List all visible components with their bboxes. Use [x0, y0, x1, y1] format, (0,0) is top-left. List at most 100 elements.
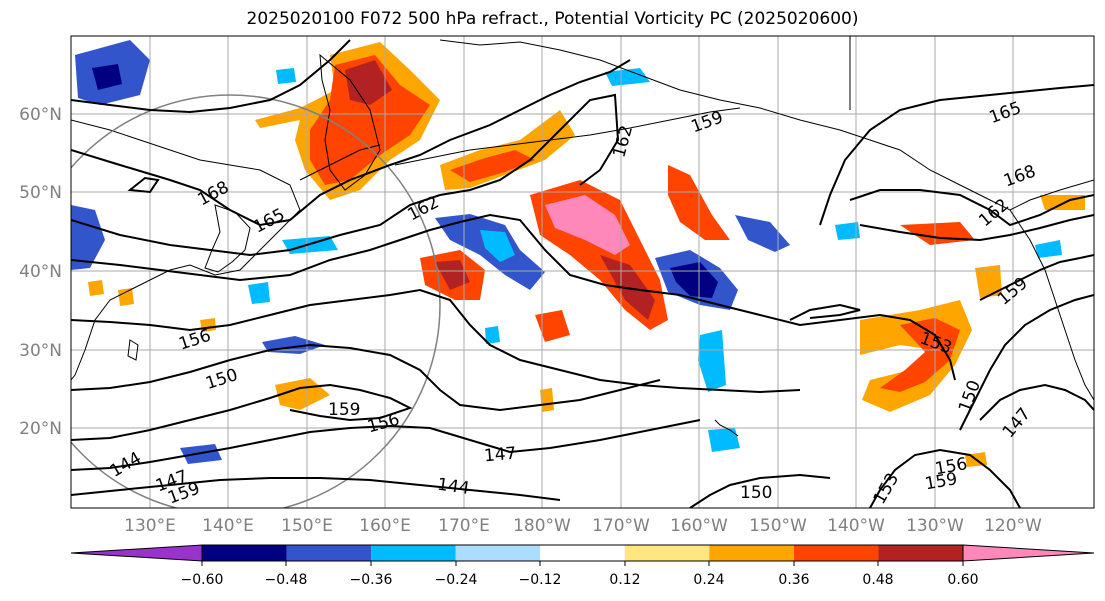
colorbar-tick-label: −0.60	[181, 572, 224, 588]
contour-line	[71, 383, 413, 441]
na-west-coast	[1009, 209, 1094, 401]
pv-negative-area	[735, 215, 790, 252]
lon-label: 150°W	[749, 516, 807, 536]
map-background	[71, 36, 1094, 508]
contour-line	[127, 176, 160, 194]
lon-label: 140°W	[827, 516, 885, 536]
colorbar-ticks	[201, 561, 964, 566]
pv-negative-light	[1035, 240, 1062, 258]
contour-line	[959, 294, 1094, 431]
lat-label: 40°N	[19, 262, 62, 282]
contour-line	[71, 213, 956, 381]
lon-label: 140°E	[202, 516, 254, 536]
pv-positive-area	[535, 310, 570, 342]
pv-positive-area	[118, 288, 134, 306]
colorbar-segment	[709, 545, 794, 561]
colorbar-extend-high	[962, 544, 1095, 562]
lon-label: 160°E	[359, 516, 411, 536]
colorbar-tick-labels: −0.60 −0.48 −0.36 −0.24 −0.12 0.12 0.24 …	[181, 572, 979, 588]
kuril-islands	[299, 144, 381, 181]
contour-line	[849, 189, 1094, 227]
pv-positive-area	[310, 55, 430, 185]
contour-line	[979, 383, 1094, 421]
pv-positive-core	[435, 260, 470, 290]
colorbar-tick-label: 0.60	[947, 572, 978, 588]
pv-negative-light	[248, 282, 270, 304]
colorbar-tick-label: −0.24	[435, 572, 478, 588]
colorbar-tick-label: −0.36	[350, 572, 393, 588]
colorbar-tick-label: −0.12	[519, 572, 562, 588]
lon-label: 150°E	[281, 516, 333, 536]
contour-line	[689, 473, 831, 508]
pv-negative-light	[276, 68, 296, 84]
contour-line	[71, 419, 701, 471]
lat-label: 50°N	[19, 183, 62, 203]
latitude-labels: 60°N 50°N 40°N 30°N 20°N	[19, 105, 62, 439]
pv-negative-light	[698, 330, 726, 392]
refractivity-contours	[71, 39, 1094, 508]
longitude-labels: 130°E 140°E 150°E 160°E 170°E 180°W 170°…	[124, 516, 1042, 536]
pv-positive-area	[975, 265, 1002, 298]
pv-negative-light	[485, 326, 500, 344]
lat-label: 60°N	[19, 105, 62, 125]
contour-line	[819, 84, 1094, 226]
pv-positive-area	[88, 280, 104, 296]
aleutians	[394, 107, 741, 166]
colorbar-tick-label: 0.12	[609, 572, 640, 588]
colorbar-border	[201, 544, 964, 562]
colorbar-segment	[793, 545, 879, 561]
japan	[204, 204, 251, 273]
colorbar-segment	[878, 545, 963, 561]
taiwan	[127, 339, 139, 361]
contour-line	[979, 254, 1094, 301]
pv-negative-light	[708, 428, 740, 452]
pv-negative-core	[92, 64, 122, 90]
pv-negative-area	[71, 205, 105, 270]
contour-label: 144	[436, 475, 471, 499]
lon-label: 170°W	[592, 516, 650, 536]
pv-negative-core	[480, 230, 515, 262]
alaska-coast	[559, 49, 1094, 211]
contour-line	[71, 343, 661, 412]
lon-label: 130°E	[124, 516, 176, 536]
colorbar-tick-label: 0.48	[862, 572, 893, 588]
colorbar-tick-label: 0.36	[778, 572, 809, 588]
colorbar-segment	[540, 545, 625, 561]
lon-label: 170°E	[438, 516, 490, 536]
contour-line	[71, 288, 801, 394]
colorbar-segment	[455, 545, 541, 561]
colorbar-segments	[70, 544, 1095, 562]
colorbar-segment	[624, 545, 710, 561]
reference-circle	[71, 94, 441, 508]
colorbar-extend-low	[70, 544, 203, 562]
lat-label: 20°N	[19, 419, 62, 439]
map-title: 2025020100 F072 500 hPa refract., Potent…	[246, 9, 859, 29]
alaska-north	[439, 39, 561, 51]
lon-label: 180°W	[513, 516, 571, 536]
contour-line	[859, 214, 1094, 242]
colorbar-tick-label: 0.24	[693, 572, 724, 588]
contour-line	[71, 39, 351, 114]
contour-line	[789, 303, 861, 321]
lon-label: 160°W	[670, 516, 728, 536]
kamchatka	[319, 53, 381, 191]
contour-line	[869, 448, 1021, 508]
colorbar-tick-label: −0.48	[265, 572, 308, 588]
contour-line	[71, 93, 620, 257]
colorbar: −0.60 −0.48 −0.36 −0.24 −0.12 0.12 0.24 …	[70, 544, 1095, 588]
colorbar-segment	[286, 545, 372, 561]
map-frame	[70, 35, 1095, 509]
pv-positive-core	[345, 60, 392, 105]
pv-positive-core	[545, 195, 630, 255]
colorbar-segment	[202, 545, 287, 561]
contour-label: 159	[328, 400, 360, 420]
pv-positive-area	[1040, 195, 1085, 210]
lon-label: 120°W	[984, 516, 1042, 536]
lon-label: 130°W	[906, 516, 964, 536]
contour-label: 147	[483, 444, 517, 467]
pv-shading	[71, 40, 1085, 467]
coastlines	[71, 36, 1094, 437]
pv-negative-light	[605, 68, 650, 86]
contour-label: 150	[740, 483, 772, 503]
